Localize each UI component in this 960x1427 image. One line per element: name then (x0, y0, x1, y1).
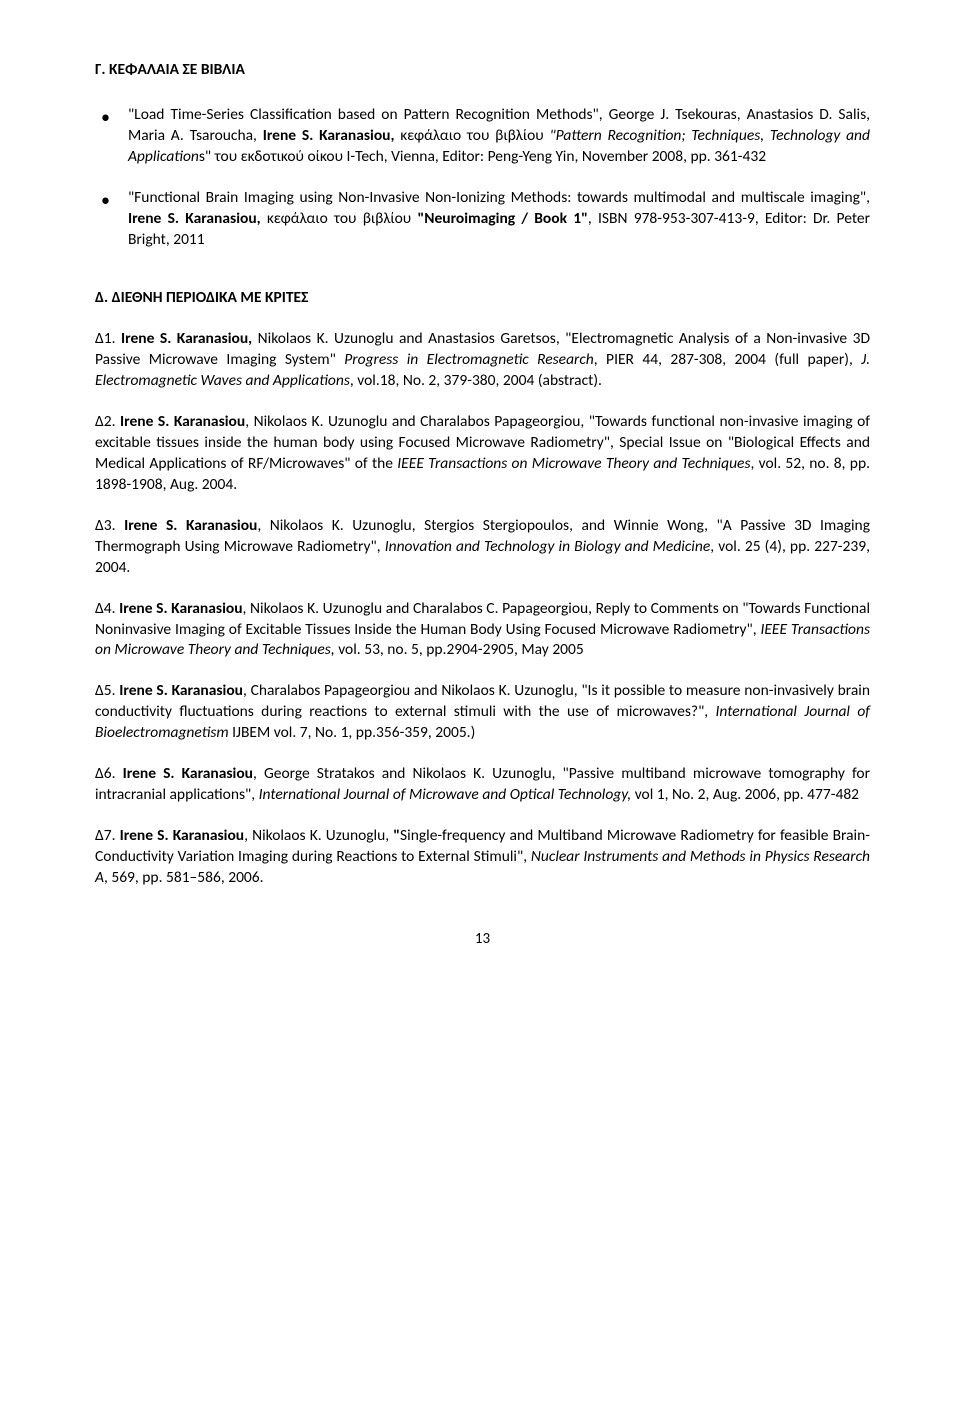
author-bold: Irene S. Karanasiou (123, 764, 253, 783)
author-bold: Irene S. Karanasiou, (128, 209, 261, 228)
author-bold: Irene S. Karanasiou (119, 599, 242, 618)
bullet-item: "Functional Brain Imaging using Non-Inva… (95, 188, 870, 251)
text: , Nikolaos K. Uzunoglu, (244, 826, 393, 845)
text: IJBEM vol. 7, No. 1, pp.356-359, 2005.) (229, 723, 476, 742)
entry-d1: Δ1. Irene S. Karanasiou, Nikolaos K. Uzu… (95, 329, 870, 392)
entry-number: Δ1. (95, 329, 121, 348)
entry-d2: Δ2. Irene S. Karanasiou, Nikolaos K. Uzu… (95, 412, 870, 496)
author-bold: Irene S. Karanasiou (120, 826, 244, 845)
journal-italic: Progress in Electromagnetic Research (344, 350, 593, 369)
text: , 569, pp. 581–586, 2006. (104, 868, 264, 887)
journal-italic: IEEE Transactions on Microwave Theory an… (397, 454, 750, 473)
text: κεφάλαιο του βιβλίου (394, 126, 549, 145)
title-bold: "Neuroimaging / Book 1" (417, 209, 587, 228)
entry-d4: Δ4. Irene S. Karanasiou, Nikolaos K. Uzu… (95, 599, 870, 662)
entry-d6: Δ6. Irene S. Karanasiou, George Stratako… (95, 764, 870, 806)
entry-number: Δ7. (95, 826, 120, 845)
text: , vol.18, No. 2, 379-380, 2004 (abstract… (350, 371, 602, 390)
author-bold: Irene S. Karanasiou (119, 681, 243, 700)
entry-number: Δ4. (95, 599, 119, 618)
bullet-list: "Load Time-Series Classification based o… (95, 105, 870, 251)
text: vol. 53, no. 5, pp.2904-2905, May 2005 (338, 640, 584, 659)
journal-italic: International Journal of Microwave and O… (259, 785, 635, 804)
author-bold: Irene S. Karanasiou (120, 412, 245, 431)
text: vol 1, No. 2, Aug. 2006, pp. 477-482 (635, 785, 859, 804)
entry-d5: Δ5. Irene S. Karanasiou, Charalabos Papa… (95, 681, 870, 744)
text: "Functional Brain Imaging using Non-Inva… (128, 188, 870, 207)
text: s" του εκδοτικού οίκου I-Tech, Vienna, E… (199, 147, 766, 166)
entry-d3: Δ3. Irene S. Karanasiou, Nikolaos K. Uzu… (95, 516, 870, 579)
page-number: 13 (95, 929, 870, 949)
text: κεφάλαιο του βιβλίου (261, 209, 418, 228)
text: , PIER 44, 287-308, 2004 (full paper), (594, 350, 862, 369)
author-bold: Irene S. Karanasiou, (121, 329, 258, 348)
entry-number: Δ2. (95, 412, 120, 431)
section-heading-d: Δ. ΔΙΕΘΝΗ ΠΕΡΙΟΔΙΚΑ ΜΕ ΚΡΙΤΕΣ (95, 288, 870, 309)
entry-number: Δ6. (95, 764, 123, 783)
entry-number: Δ3. (95, 516, 124, 535)
entry-d7: Δ7. Irene S. Karanasiou, Nikolaos K. Uzu… (95, 826, 870, 889)
author-bold: Irene S. Karanasiou, (263, 126, 395, 145)
author-bold: Irene S. Karanasiou (124, 516, 257, 535)
entry-number: Δ5. (95, 681, 119, 700)
journal-italic: Innovation and Technology in Biology and… (385, 537, 711, 556)
section-heading-c: Γ. ΚΕΦΑΛΑΙΑ ΣΕ ΒΙΒΛΙΑ (95, 60, 870, 81)
bullet-item: "Load Time-Series Classification based o… (95, 105, 870, 168)
